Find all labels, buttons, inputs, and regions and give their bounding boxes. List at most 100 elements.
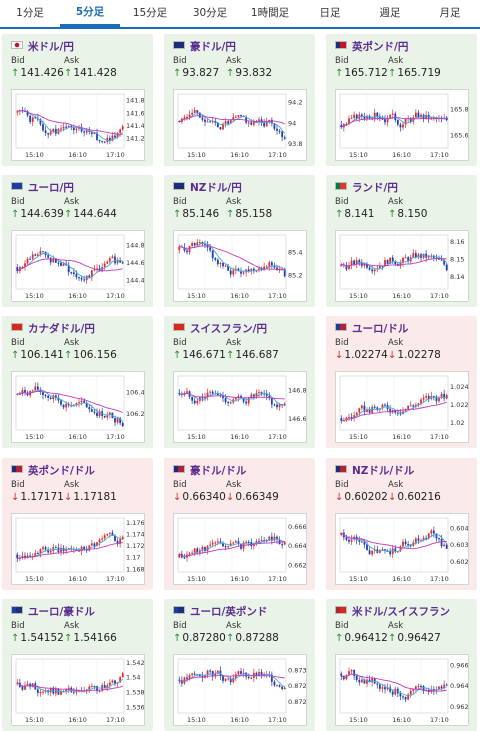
- candle-body: [209, 544, 212, 546]
- rate-card[interactable]: スイスフラン/円 Bid Ask ↑146.671 ↑146.687 146.8 146.6…: [164, 316, 315, 448]
- candle-body: [224, 546, 227, 548]
- candlestick-chart[interactable]: 94.2 94 93.8 15:10 16:10 17:10: [173, 89, 307, 161]
- candlestick-chart[interactable]: 85.4 85.2 15:10 16:10 17:10: [173, 230, 307, 302]
- candle-body: [345, 417, 348, 421]
- pair-name[interactable]: ユーロ/ドル: [352, 323, 409, 335]
- rate-card[interactable]: 米ドル/スイスフラン Bid Ask ↑0.96412 ↑0.96427 0.966 0.9…: [326, 599, 477, 731]
- candle-body: [345, 265, 348, 270]
- pair-name[interactable]: NZドル/ドル: [352, 465, 415, 477]
- candle-body: [83, 131, 86, 133]
- candle-body: [204, 396, 206, 399]
- rate-card[interactable]: ランド/円 Bid Ask ↑8.141 ↑8.150 8.16 8.15 8.14 15:10…: [326, 175, 477, 307]
- candle-body: [201, 396, 204, 399]
- candle-body: [366, 679, 368, 684]
- tab-1[interactable]: 5分足: [60, 0, 120, 27]
- candlestick-chart[interactable]: 1.024 1.022 1.02 15:10 16:10 17:10: [335, 371, 469, 443]
- chart-svg: 0.604 0.603 0.602 15:10 16:10 17:10: [339, 517, 468, 583]
- tab-3[interactable]: 30分足: [192, 7, 228, 19]
- candlestick-chart[interactable]: 1.542 1.54 1.538 1.536 15:10 16:10 17:10: [11, 654, 145, 726]
- flag-icon: [335, 465, 347, 473]
- pair-name[interactable]: 豪ドル/ドル: [190, 465, 247, 477]
- candle-body: [373, 678, 376, 684]
- x-tick-label: 16:10: [68, 292, 87, 300]
- rate-card[interactable]: ユーロ/ドル Bid Ask ↓1.02274 ↓1.02278 1.024 1.022 1.…: [326, 316, 477, 448]
- y-tick-label: 1.172: [126, 542, 144, 550]
- flag-right: [178, 607, 184, 613]
- candle-body: [247, 676, 250, 679]
- candlestick-chart[interactable]: 146.8 146.6 15:10 16:10 17:10: [173, 371, 307, 443]
- candle-body: [24, 390, 26, 393]
- candle-body: [88, 545, 91, 551]
- candle-body: [278, 269, 281, 271]
- candlestick-chart[interactable]: 165.8 165.6 15:10 16:10 17:10: [335, 89, 469, 161]
- tab-5[interactable]: 日足: [319, 7, 341, 19]
- candle-body: [121, 262, 124, 264]
- pair-name[interactable]: ランド/円: [352, 182, 398, 194]
- rate-card[interactable]: 豪ドル/ドル Bid Ask ↓0.66340 ↓0.66349 0.666 0.664 0.…: [164, 458, 315, 590]
- candlestick-chart[interactable]: 8.16 8.15 8.14 15:10 16:10 17:10: [335, 230, 469, 302]
- pair-name[interactable]: 豪ドル/円: [190, 41, 236, 53]
- candle-body: [263, 539, 266, 541]
- tab-6[interactable]: 週足: [379, 7, 401, 19]
- rate-card[interactable]: ユーロ/英ポンド Bid Ask ↑0.87280 ↑0.87288 0.873 0.872…: [164, 599, 315, 731]
- candle-body: [430, 530, 433, 534]
- candle-body: [242, 397, 245, 402]
- candle-body: [402, 541, 404, 547]
- candle-body: [255, 672, 258, 676]
- pair-name[interactable]: 英ポンド/ドル: [28, 465, 95, 477]
- candle-body: [103, 263, 106, 268]
- rate-card[interactable]: 米ドル/円 Bid Ask ↑141.426 ↑141.428 141.8 141.6 141…: [2, 34, 153, 166]
- rate-card[interactable]: カナダドル/円 Bid Ask ↑106.141 ↑106.156 106.4 106.2 1…: [2, 316, 153, 448]
- bid-number: 165.712: [344, 67, 388, 79]
- ma-short-line: [179, 242, 285, 273]
- x-tick-label: 15:10: [349, 575, 368, 583]
- candle-body: [417, 538, 420, 541]
- candle-body: [85, 130, 88, 133]
- pair-name[interactable]: 米ドル/スイスフラン: [352, 606, 451, 618]
- candlestick-chart[interactable]: 141.8 141.6 141.4 141.2 15:10 16:10 17:10: [11, 89, 145, 161]
- candle-body: [245, 116, 248, 123]
- tab-7[interactable]: 月足: [439, 7, 461, 19]
- candlestick-chart[interactable]: 144.8 144.6 144.4 15:10 16:10 17:10: [11, 230, 145, 302]
- candle-body: [227, 402, 230, 404]
- pair-name[interactable]: ユーロ/円: [28, 182, 74, 194]
- rate-card[interactable]: 英ポンド/円 Bid Ask ↑165.712 ↑165.719 165.8 165.6 15…: [326, 34, 477, 166]
- candle-body: [183, 117, 186, 119]
- candle-body: [119, 677, 122, 683]
- rate-card[interactable]: 豪ドル/円 Bid Ask ↑93.827 ↑93.832 94.2 94 93.8 15:10…: [164, 34, 315, 166]
- candle-body: [407, 544, 410, 546]
- y-tick-label: 8.16: [450, 238, 464, 246]
- candle-body: [88, 275, 91, 278]
- rate-card[interactable]: 英ポンド/ドル Bid Ask ↓1.17171 ↓1.17181 1.176 1.174 1…: [2, 458, 153, 590]
- rate-card[interactable]: NZドル/円 Bid Ask ↑85.146 ↑85.158 85.4 85.2 15:10 1…: [164, 175, 315, 307]
- tab-2[interactable]: 15分足: [132, 7, 168, 19]
- candle-body: [186, 391, 188, 393]
- bid-label: Bid: [173, 197, 187, 207]
- rate-card[interactable]: NZドル/ドル Bid Ask ↓0.60202 ↓0.60216 0.604 0.603 0…: [326, 458, 477, 590]
- candle-body: [193, 110, 196, 113]
- candlestick-chart[interactable]: 0.966 0.964 0.962 15:10 16:10 17:10: [335, 654, 469, 726]
- candlestick-chart[interactable]: 0.873 0.8725 0.872 15:10 16:10 17:10: [173, 654, 307, 726]
- pair-name[interactable]: 英ポンド/円: [352, 41, 409, 53]
- candle-body: [409, 405, 412, 407]
- tab-4[interactable]: 1時間足: [250, 7, 290, 19]
- tab-0[interactable]: 1分足: [16, 7, 44, 19]
- candlestick-chart[interactable]: 0.666 0.664 0.662 15:10 16:10 17:10: [173, 513, 307, 585]
- candlestick-chart[interactable]: 0.604 0.603 0.602 15:10 16:10 17:10: [335, 513, 469, 585]
- pair-name[interactable]: NZドル/円: [190, 182, 242, 194]
- pair-name[interactable]: 米ドル/円: [28, 41, 74, 53]
- pair-name[interactable]: ユーロ/豪ドル: [28, 606, 95, 618]
- candlestick-chart[interactable]: 106.4 106.2 15:10 16:10 17:10: [11, 371, 145, 443]
- rate-card[interactable]: ユーロ/豪ドル Bid Ask ↑1.54152 ↑1.54166 1.542 1.54 1.…: [2, 599, 153, 731]
- candle-body: [394, 113, 397, 121]
- pair-name[interactable]: ユーロ/英ポンド: [190, 606, 268, 618]
- arrow-up-icon: ↑: [173, 350, 182, 361]
- candlestick-chart[interactable]: 1.176 1.174 1.172 1.17 1.168 15:10 16:10 17:10: [11, 513, 145, 585]
- pair-name[interactable]: スイスフラン/円: [190, 323, 268, 335]
- bid-number: 8.141: [344, 208, 375, 220]
- candle-body: [427, 533, 430, 539]
- pair-name[interactable]: カナダドル/円: [28, 323, 95, 335]
- candle-body: [381, 118, 384, 120]
- rate-card[interactable]: ユーロ/円 Bid Ask ↑144.639 ↑144.644 144.8 144.6 144…: [2, 175, 153, 307]
- candle-body: [39, 119, 42, 125]
